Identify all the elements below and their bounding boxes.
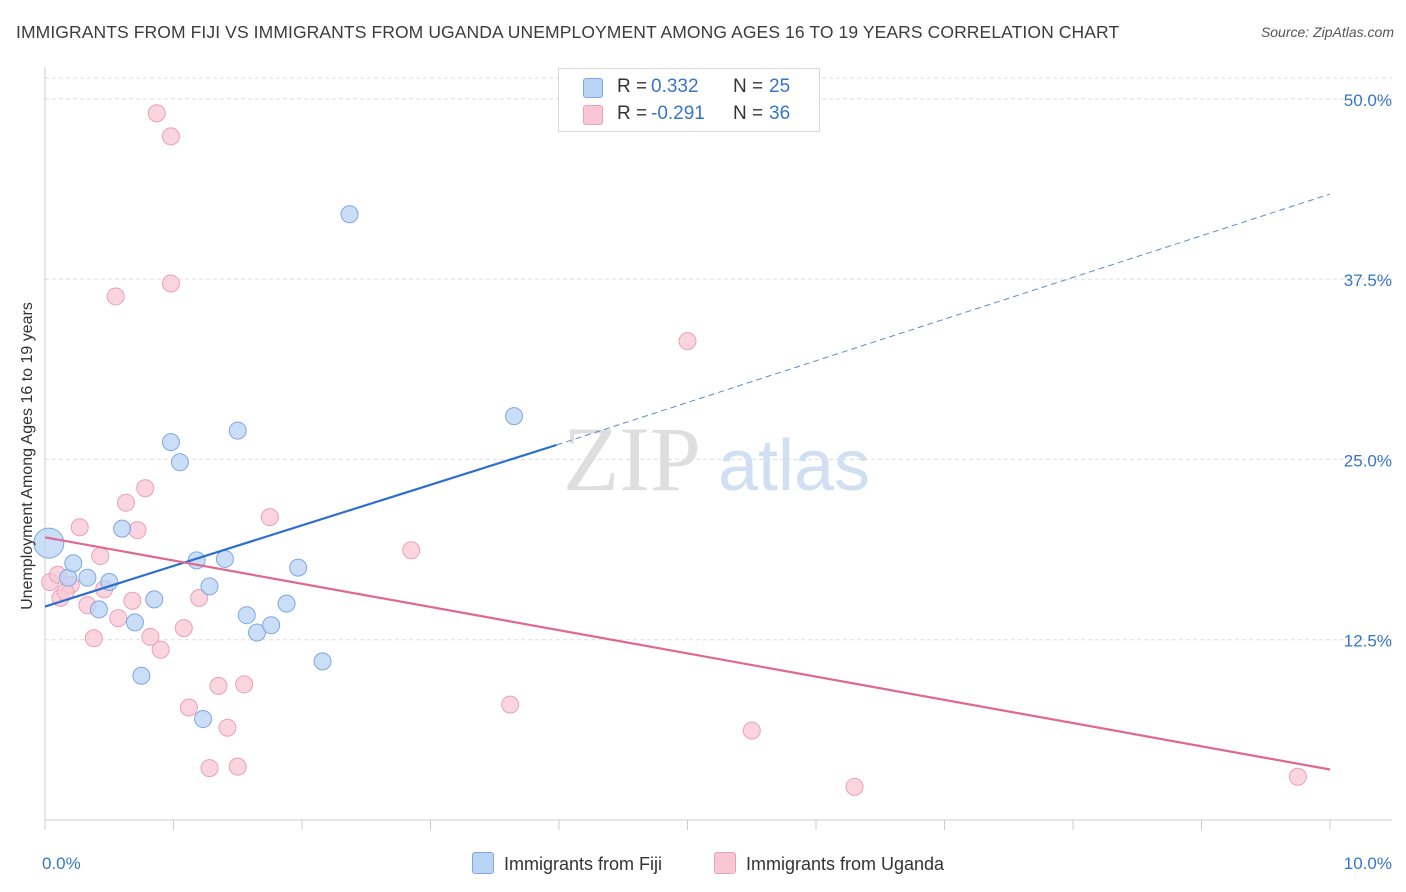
uganda-point bbox=[179, 698, 198, 717]
fiji-point bbox=[145, 590, 164, 609]
fiji-point bbox=[132, 666, 151, 685]
bottom-legend-fiji: Immigrants from Fiji bbox=[472, 852, 662, 875]
trend-lines bbox=[44, 193, 1331, 771]
fiji-point bbox=[313, 652, 332, 671]
bottom-fiji-label: Immigrants from Fiji bbox=[504, 854, 663, 874]
correlation-legend: R = 0.332 N = 25 R = -0.291 N = 36 bbox=[558, 68, 820, 132]
fiji-point bbox=[262, 616, 281, 635]
axes bbox=[44, 67, 1392, 830]
fiji-point bbox=[194, 710, 213, 729]
uganda-point bbox=[147, 104, 166, 123]
y-tick-label: 37.5% bbox=[1344, 271, 1392, 290]
fiji-r-label: R = bbox=[617, 76, 648, 97]
uganda-series bbox=[41, 104, 1307, 796]
fiji-point bbox=[200, 577, 219, 596]
uganda-point bbox=[845, 777, 864, 796]
y-tick-label: 50.0% bbox=[1344, 91, 1392, 110]
uganda-point bbox=[84, 629, 103, 648]
uganda-point bbox=[200, 759, 219, 778]
uganda-point bbox=[106, 287, 125, 306]
fiji-point bbox=[161, 433, 180, 452]
chart-title: IMMIGRANTS FROM FIJI VS IMMIGRANTS FROM … bbox=[16, 22, 1120, 42]
uganda-r-value: -0.291 bbox=[651, 103, 705, 124]
uganda-point bbox=[209, 676, 228, 695]
uganda-point bbox=[235, 675, 254, 694]
uganda-point bbox=[218, 718, 237, 737]
uganda-swatch bbox=[583, 105, 603, 125]
uganda-trend-line bbox=[44, 536, 1331, 771]
fiji-point bbox=[289, 558, 308, 577]
fiji-series bbox=[33, 205, 524, 729]
fiji-point bbox=[237, 606, 256, 625]
bottom-uganda-swatch bbox=[714, 852, 736, 874]
uganda-point bbox=[70, 518, 89, 537]
fiji-point bbox=[170, 453, 189, 472]
source-credit: Source: ZipAtlas.com bbox=[1260, 24, 1394, 40]
fiji-point bbox=[33, 527, 65, 559]
uganda-point bbox=[109, 609, 128, 628]
fiji-r-value: 0.332 bbox=[651, 76, 699, 97]
y-tick-label: 25.0% bbox=[1344, 451, 1392, 470]
x-tick-label-min: 0.0% bbox=[42, 854, 81, 873]
uganda-n-label: N = bbox=[733, 103, 764, 124]
fiji-point bbox=[100, 573, 119, 592]
uganda-point bbox=[174, 619, 193, 638]
uganda-point bbox=[136, 479, 155, 498]
uganda-point bbox=[501, 695, 520, 714]
uganda-point bbox=[190, 588, 209, 607]
uganda-point bbox=[91, 547, 110, 566]
fiji-point bbox=[113, 519, 132, 538]
y-axis-title: Unemployment Among Ages 16 to 19 years bbox=[19, 302, 36, 610]
y-tick-label: 12.5% bbox=[1344, 632, 1392, 651]
fiji-trend-extension bbox=[556, 193, 1331, 446]
fiji-point bbox=[248, 623, 267, 642]
fiji-point bbox=[125, 613, 144, 632]
uganda-point bbox=[151, 640, 170, 659]
x-tick-label-max: 10.0% bbox=[1344, 854, 1392, 873]
uganda-point bbox=[260, 508, 279, 527]
fiji-point bbox=[64, 554, 83, 573]
fiji-point bbox=[505, 407, 524, 426]
bottom-fiji-swatch bbox=[472, 852, 494, 874]
tick-labels: 12.5% 25.0% 37.5% 50.0% 0.0% 10.0% bbox=[42, 91, 1392, 873]
fiji-point bbox=[277, 594, 296, 613]
watermark-zip: ZIP bbox=[563, 408, 701, 510]
fiji-point bbox=[340, 205, 359, 224]
watermark: ZIP atlas bbox=[563, 408, 870, 510]
watermark-atlas: atlas bbox=[718, 426, 870, 506]
uganda-point bbox=[116, 493, 135, 512]
fiji-point bbox=[215, 549, 234, 568]
fiji-point bbox=[78, 568, 97, 587]
uganda-point bbox=[678, 332, 697, 351]
bottom-uganda-label: Immigrants from Uganda bbox=[746, 854, 945, 874]
fiji-trend-line bbox=[44, 443, 557, 608]
uganda-point bbox=[161, 274, 180, 293]
uganda-point bbox=[141, 627, 160, 646]
fiji-swatch bbox=[583, 78, 603, 98]
bottom-legend-uganda: Immigrants from Uganda bbox=[714, 852, 944, 875]
uganda-point bbox=[128, 521, 147, 540]
gridlines bbox=[45, 77, 1392, 641]
fiji-point bbox=[228, 421, 247, 440]
uganda-r-label: R = bbox=[617, 103, 648, 124]
fiji-n-label: N = bbox=[733, 76, 764, 97]
uganda-point bbox=[1288, 767, 1307, 786]
uganda-point bbox=[123, 591, 142, 610]
fiji-point bbox=[89, 600, 108, 619]
uganda-n-value: 36 bbox=[769, 103, 791, 124]
uganda-point bbox=[228, 757, 247, 776]
uganda-point bbox=[402, 541, 421, 560]
uganda-point bbox=[161, 127, 180, 146]
fiji-n-value: 25 bbox=[769, 76, 791, 97]
uganda-point bbox=[742, 721, 761, 740]
